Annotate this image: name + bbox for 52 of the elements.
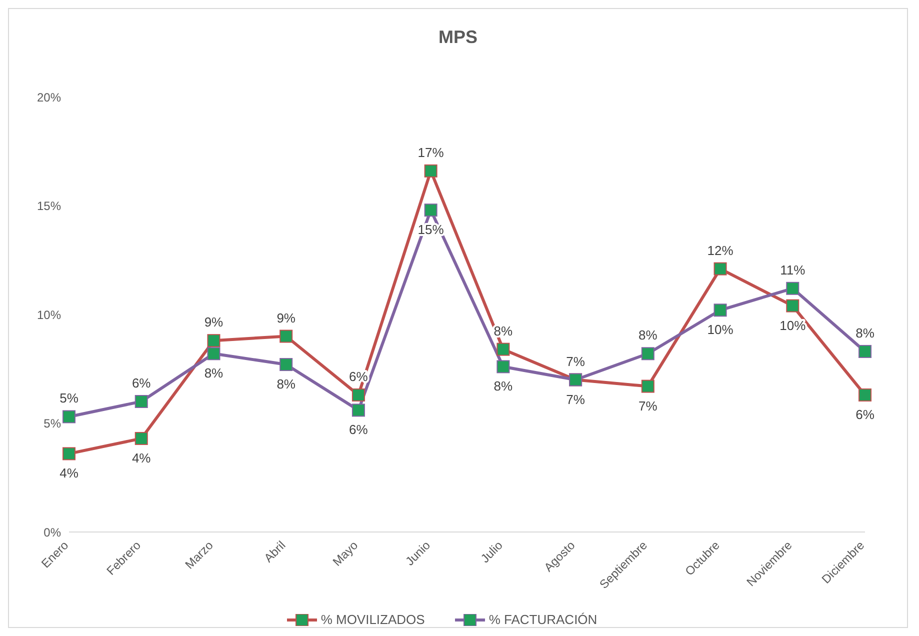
y-tick-label: 15%	[36, 199, 62, 214]
data-label: 12%	[707, 242, 734, 258]
data-label: 10%	[707, 322, 734, 338]
y-tick-label: 10%	[36, 308, 62, 322]
data-label: 8%	[856, 325, 875, 340]
data-label: 7%	[638, 398, 658, 414]
data-label: 8%	[204, 366, 224, 381]
data-label: 8%	[276, 376, 296, 392]
point	[714, 262, 727, 276]
data-label: 9%	[276, 310, 296, 326]
point	[352, 388, 365, 402]
point	[62, 447, 76, 460]
y-tick-label: 0%	[44, 525, 62, 540]
point	[134, 395, 148, 408]
point	[207, 347, 220, 360]
data-label: 4%	[132, 450, 152, 466]
point	[858, 344, 872, 358]
legend-label: % MOVILIZADOS	[320, 612, 425, 627]
chart-title: MPS	[437, 26, 478, 49]
point	[714, 304, 727, 317]
point	[858, 388, 872, 402]
point	[496, 342, 510, 356]
data-label: 9%	[204, 314, 224, 330]
point	[280, 330, 293, 343]
data-label: 6%	[349, 422, 368, 438]
data-label: 4%	[60, 466, 79, 481]
data-label: 6%	[132, 376, 152, 390]
data-label: 11%	[780, 262, 806, 278]
point	[786, 299, 800, 312]
y-tick-label: 5%	[44, 416, 62, 431]
point	[424, 164, 438, 178]
legend-label: % FACTURACIÓN	[488, 612, 598, 627]
data-label: 7%	[566, 392, 586, 407]
point	[786, 282, 800, 295]
data-label: 7%	[566, 354, 586, 369]
point	[62, 410, 76, 424]
data-label: 10%	[780, 318, 806, 333]
point	[641, 347, 654, 360]
data-label: 17%	[418, 144, 444, 160]
point	[496, 360, 510, 374]
point	[352, 404, 365, 417]
point	[424, 204, 438, 217]
data-label: 8%	[638, 328, 658, 343]
x-tick-label: Julio	[478, 538, 506, 566]
data-label: 6%	[856, 406, 875, 422]
point	[280, 358, 293, 372]
point	[134, 432, 148, 445]
point	[641, 380, 654, 393]
data-label: 5%	[60, 390, 79, 406]
y-tick-label: 20%	[36, 90, 62, 104]
data-label: 8%	[494, 378, 514, 394]
point	[207, 334, 220, 348]
